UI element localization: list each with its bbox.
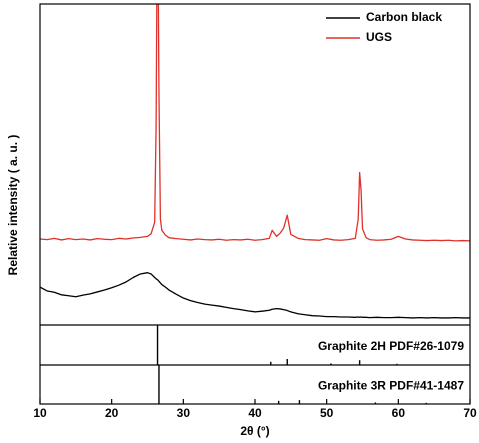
data-line — [40, 272, 470, 319]
x-tick-label: 50 — [320, 406, 334, 420]
data-line — [40, 4, 470, 242]
x-tick-label: 30 — [177, 406, 191, 420]
x-tick-label: 60 — [392, 406, 406, 420]
y-axis-label: Relative intensity ( a. u. ) — [6, 135, 20, 276]
reference-label: Graphite 3R PDF#41-1487 — [318, 379, 464, 393]
legend-label: Carbon black — [366, 10, 442, 24]
x-tick-label: 40 — [248, 406, 262, 420]
x-tick-label: 20 — [105, 406, 119, 420]
reference-label: Graphite 2H PDF#26-1079 — [318, 339, 464, 353]
x-axis-label: 2θ (°) — [240, 424, 269, 438]
plot-area — [40, 4, 470, 319]
x-tick-label: 70 — [463, 406, 477, 420]
legend-label: UGS — [366, 30, 392, 44]
x-tick-label: 10 — [33, 406, 47, 420]
